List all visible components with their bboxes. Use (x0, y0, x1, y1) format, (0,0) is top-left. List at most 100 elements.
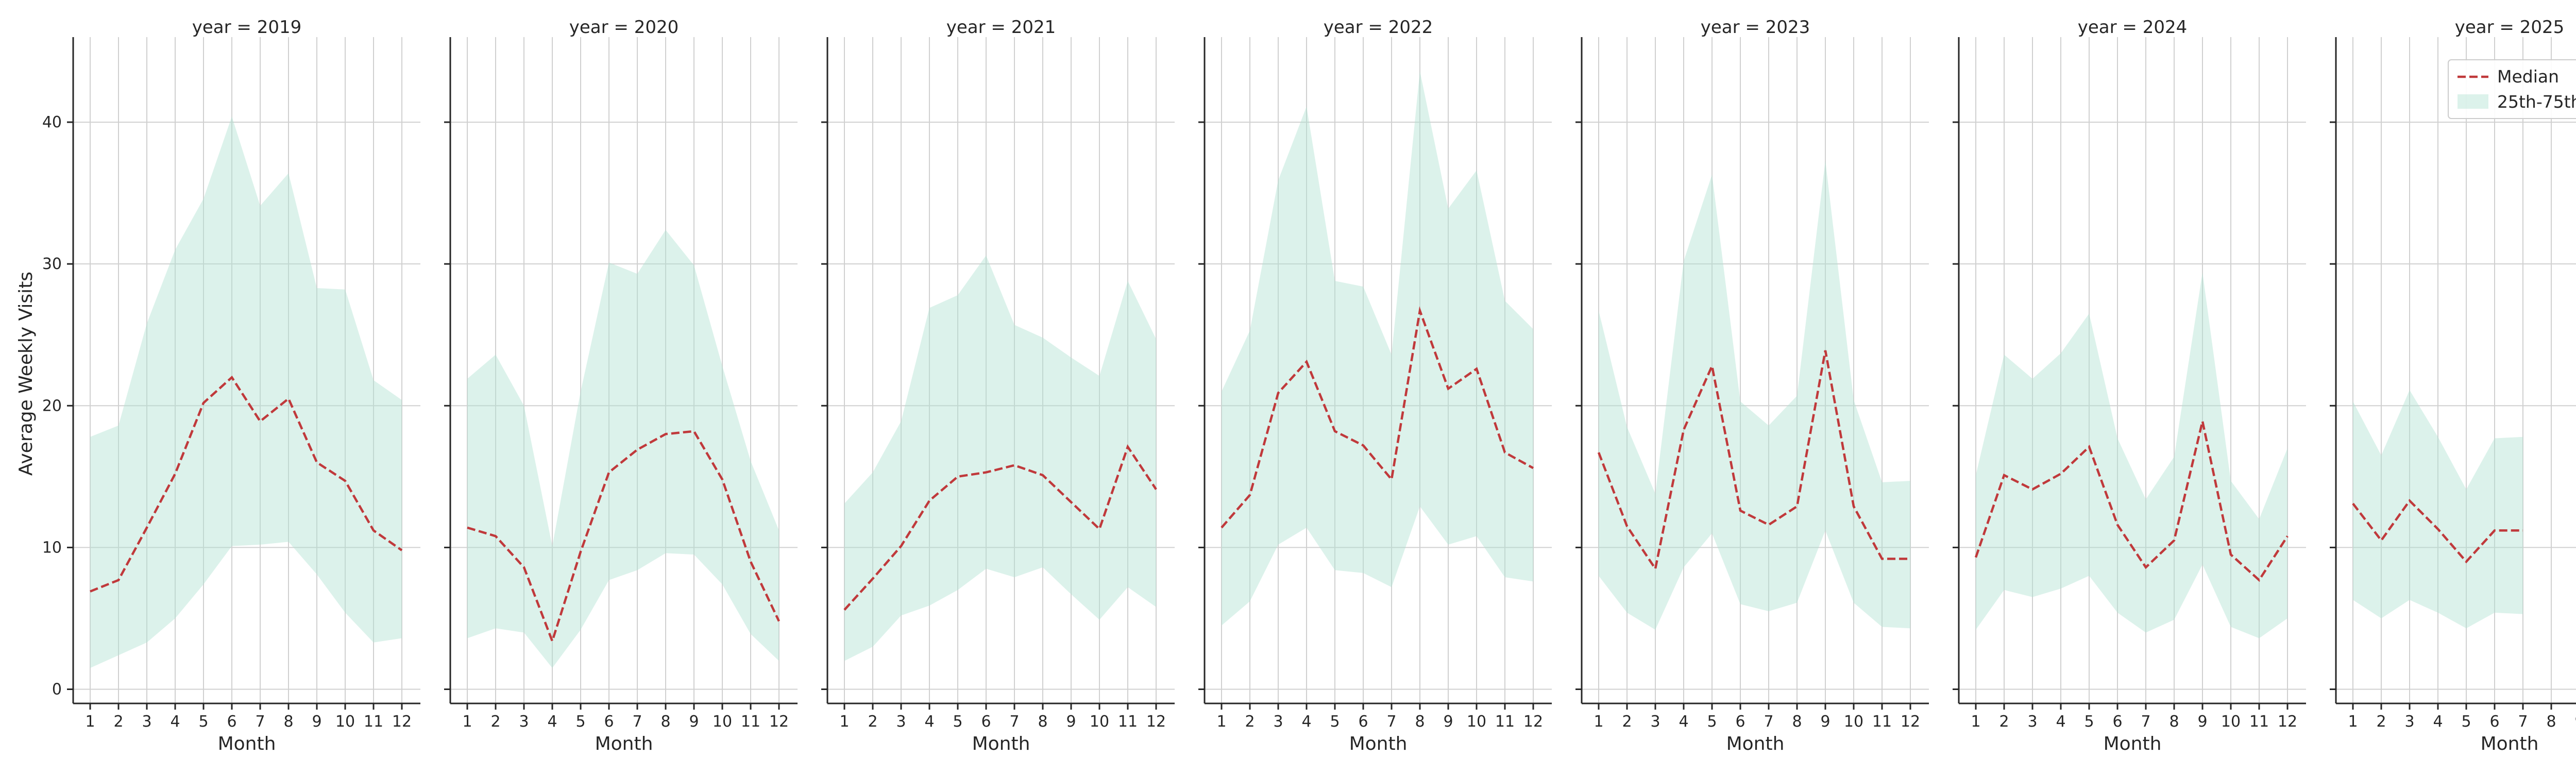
x-tick-label: 3 (896, 713, 906, 731)
x-tick-label: 8 (1415, 713, 1425, 731)
x-tick-label: 11 (1872, 713, 1892, 731)
median-line (1974, 421, 2289, 582)
x-tick-label: 3 (2027, 713, 2037, 731)
x-tick-label: 9 (1820, 713, 1830, 731)
x-axis-title: Month (595, 733, 653, 754)
x-tick-label: 3 (1650, 713, 1660, 731)
x-tick-label: 4 (1679, 713, 1688, 731)
x-tick-label: 6 (981, 713, 991, 731)
x-tick-label: 7 (632, 713, 642, 731)
x-tick-label: 12 (1901, 713, 1920, 731)
x-tick-label: 9 (2574, 713, 2576, 731)
median-line (467, 430, 781, 645)
y-tick-label: 0 (52, 680, 62, 698)
panel-title: year = 2022 (1324, 17, 1433, 38)
panel-title: year = 2023 (1701, 17, 1810, 38)
panel-title: year = 2019 (192, 17, 301, 38)
x-tick-label: 11 (1118, 713, 1138, 731)
x-tick-label: 5 (1330, 713, 1340, 731)
x-tick-label: 4 (924, 713, 934, 731)
legend: Median 25th-75th Percentile (2448, 59, 2576, 119)
x-tick-label: 6 (2112, 713, 2122, 731)
x-tick-label: 11 (2249, 713, 2269, 731)
y-tick-label: 40 (42, 113, 62, 131)
x-tick-label: 10 (335, 713, 355, 731)
x-tick-label: 8 (1792, 713, 1802, 731)
y-tick-label: 20 (42, 397, 62, 415)
x-tick-label: 4 (1301, 713, 1311, 731)
x-axis-title: Month (1726, 733, 1785, 754)
x-tick-label: 2 (113, 713, 123, 731)
x-tick-label: 4 (2056, 713, 2065, 731)
x-tick-label: 9 (689, 713, 699, 731)
x-tick-label: 3 (2404, 713, 2414, 731)
x-tick-label: 5 (1707, 713, 1717, 731)
x-tick-label: 1 (85, 713, 95, 731)
median-line (90, 375, 403, 593)
x-tick-label: 2 (868, 713, 877, 731)
x-tick-label: 1 (1594, 713, 1603, 731)
x-tick-label: 11 (741, 713, 760, 731)
x-tick-label: 6 (227, 713, 236, 731)
x-tick-label: 10 (713, 713, 732, 731)
x-tick-label: 5 (198, 713, 208, 731)
x-tick-label: 2 (490, 713, 500, 731)
x-tick-label: 5 (2084, 713, 2094, 731)
median-line (1221, 306, 1534, 529)
x-tick-label: 5 (2461, 713, 2471, 731)
x-tick-label: 8 (1038, 713, 1047, 731)
x-tick-label: 1 (1216, 713, 1226, 731)
x-tick-label: 2 (1245, 713, 1255, 731)
x-tick-label: 11 (1495, 713, 1515, 731)
x-tick-label: 9 (1443, 713, 1453, 731)
median-line (1597, 350, 1910, 572)
y-tick-label: 10 (42, 539, 62, 557)
x-tick-label: 3 (142, 713, 151, 731)
x-tick-label: 7 (1009, 713, 1019, 731)
x-tick-label: 4 (547, 713, 557, 731)
percentile-band (844, 255, 1156, 661)
x-tick-label: 1 (2348, 713, 2358, 731)
x-tick-label: 12 (392, 713, 412, 731)
x-tick-label: 2 (1999, 713, 2009, 731)
x-axis-title: Month (1349, 733, 1408, 754)
legend-median-label: Median (2497, 66, 2559, 87)
x-tick-label: 4 (2433, 713, 2443, 731)
x-tick-label: 3 (519, 713, 529, 731)
panel-title: year = 2021 (946, 17, 1056, 38)
legend-box (2448, 59, 2576, 119)
x-axis-title: Month (972, 733, 1030, 754)
x-axis-title: Month (2104, 733, 2162, 754)
x-tick-label: 8 (2169, 713, 2179, 731)
legend-band-label: 25th-75th Percentile (2497, 92, 2576, 112)
y-axis-title: Average Weekly Visits (15, 272, 37, 476)
percentile-band (1599, 160, 1910, 630)
x-axis-title: Month (218, 733, 276, 754)
percentile-band (1976, 272, 2287, 638)
x-tick-label: 12 (1523, 713, 1543, 731)
y-tick-label: 30 (42, 255, 62, 273)
x-tick-label: 2 (1622, 713, 1632, 731)
x-tick-label: 8 (283, 713, 293, 731)
panel-title: year = 2024 (2078, 17, 2187, 38)
x-tick-label: 1 (839, 713, 849, 731)
x-tick-label: 4 (170, 713, 180, 731)
panel-title: year = 2020 (569, 17, 679, 38)
x-tick-label: 8 (660, 713, 670, 731)
x-tick-label: 7 (1386, 713, 1396, 731)
x-tick-label: 10 (1467, 713, 1486, 731)
x-tick-label: 5 (575, 713, 585, 731)
x-tick-label: 10 (1090, 713, 1109, 731)
x-tick-label: 5 (953, 713, 962, 731)
x-tick-label: 11 (364, 713, 383, 731)
x-tick-label: 12 (769, 713, 789, 731)
percentile-band (2353, 390, 2523, 629)
legend-band-swatch (2458, 94, 2488, 109)
panel-title: year = 2025 (2455, 17, 2564, 38)
